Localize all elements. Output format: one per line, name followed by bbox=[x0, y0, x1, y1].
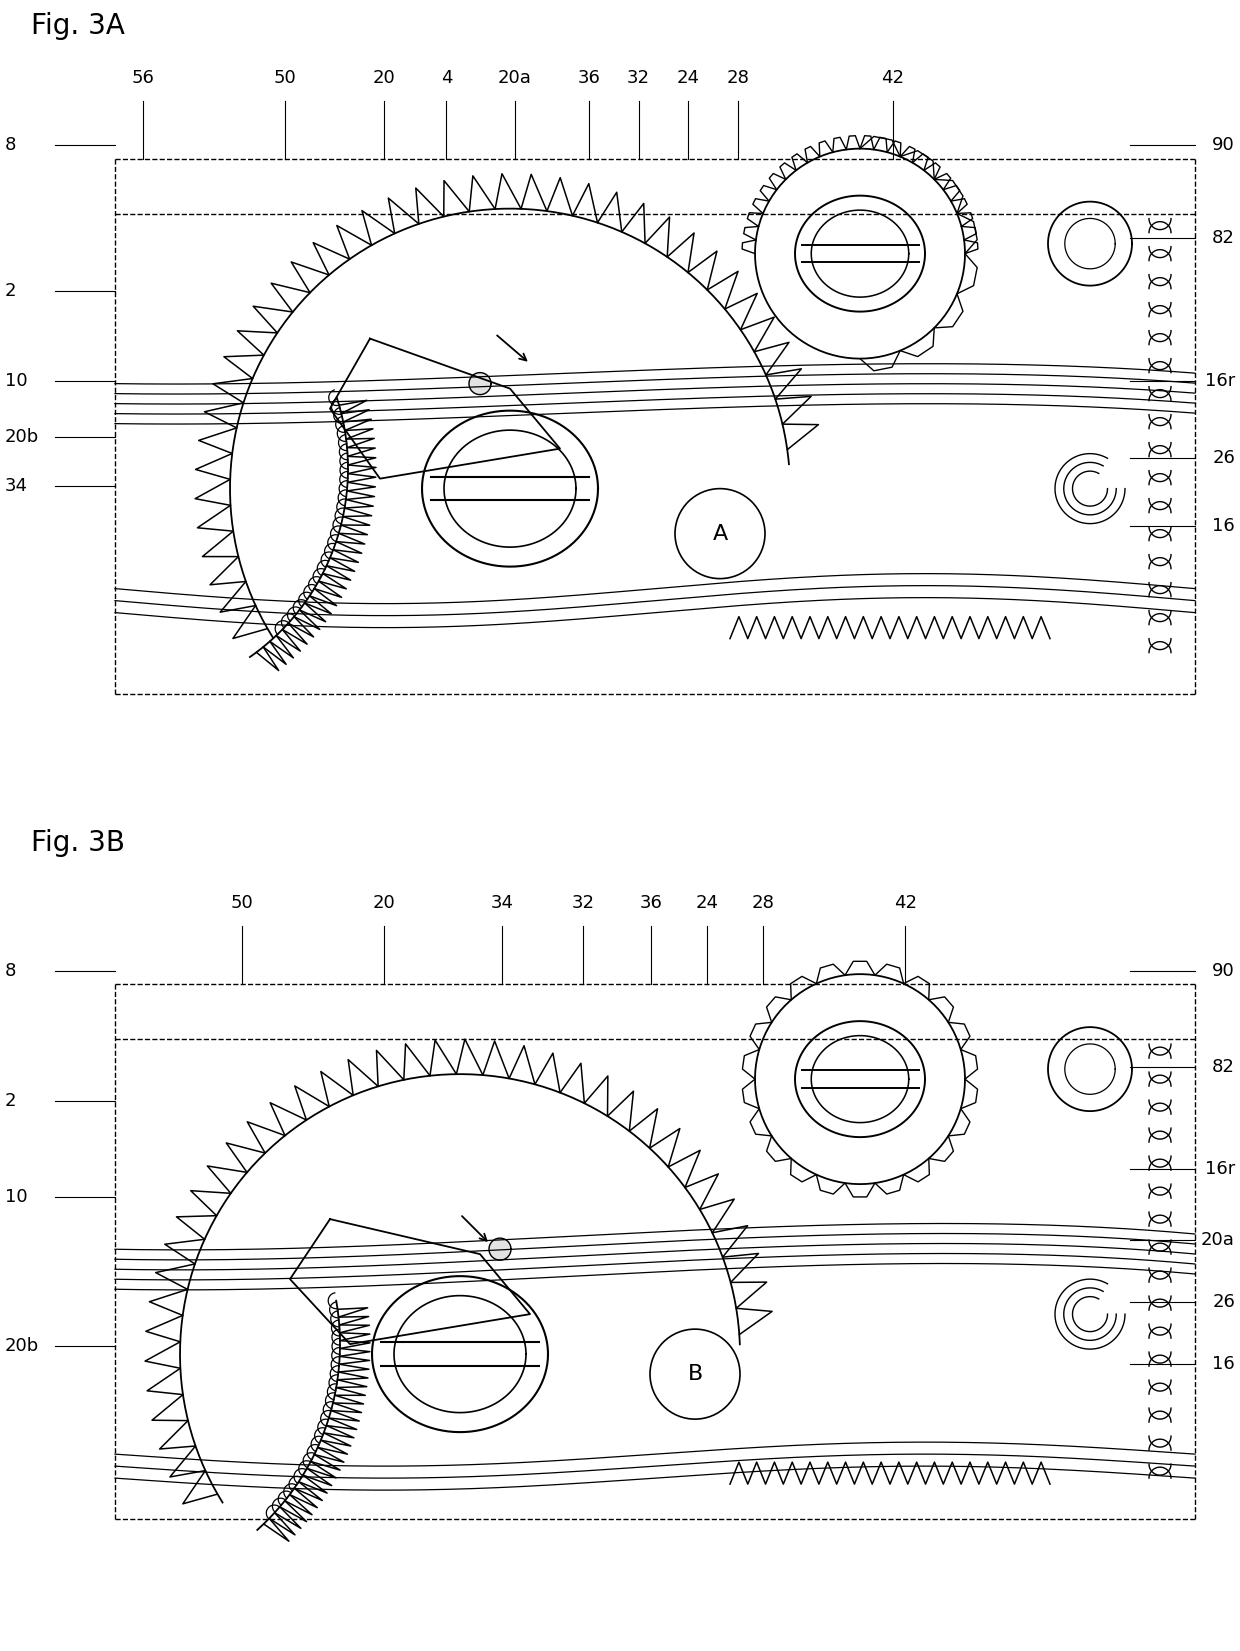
Text: 2: 2 bbox=[5, 282, 16, 300]
Text: 16r: 16r bbox=[1205, 371, 1235, 390]
Text: 24: 24 bbox=[677, 69, 699, 86]
Text: A: A bbox=[712, 523, 728, 543]
Text: 20b: 20b bbox=[5, 1337, 40, 1355]
Text: 10: 10 bbox=[5, 1189, 27, 1205]
Text: 20a: 20a bbox=[1202, 1232, 1235, 1250]
Text: 42: 42 bbox=[882, 69, 904, 86]
Text: 20b: 20b bbox=[5, 428, 40, 446]
Text: 2: 2 bbox=[5, 1091, 16, 1109]
Text: 26: 26 bbox=[1213, 1293, 1235, 1311]
Text: 28: 28 bbox=[727, 69, 749, 86]
Polygon shape bbox=[469, 373, 491, 395]
Text: 4: 4 bbox=[440, 69, 453, 86]
Text: 16: 16 bbox=[1213, 1355, 1235, 1374]
Text: 20: 20 bbox=[373, 895, 396, 911]
Text: Fig. 3B: Fig. 3B bbox=[31, 829, 125, 857]
Text: 10: 10 bbox=[5, 371, 27, 390]
Text: 16r: 16r bbox=[1205, 1161, 1235, 1179]
Text: 20: 20 bbox=[373, 69, 396, 86]
Text: B: B bbox=[687, 1364, 703, 1384]
Text: 32: 32 bbox=[627, 69, 650, 86]
Text: 8: 8 bbox=[5, 961, 16, 979]
Text: 50: 50 bbox=[231, 895, 253, 911]
Text: 20a: 20a bbox=[497, 69, 532, 86]
Text: 82: 82 bbox=[1213, 1058, 1235, 1076]
Text: 50: 50 bbox=[274, 69, 296, 86]
Polygon shape bbox=[489, 1238, 511, 1260]
Text: 28: 28 bbox=[751, 895, 774, 911]
Text: 26: 26 bbox=[1213, 449, 1235, 467]
Text: 42: 42 bbox=[894, 895, 916, 911]
Text: 24: 24 bbox=[696, 895, 718, 911]
Text: 34: 34 bbox=[491, 895, 513, 911]
Text: 90: 90 bbox=[1213, 961, 1235, 979]
Text: 36: 36 bbox=[578, 69, 600, 86]
Text: 8: 8 bbox=[5, 135, 16, 154]
Text: Fig. 3A: Fig. 3A bbox=[31, 12, 125, 40]
Text: 36: 36 bbox=[640, 895, 662, 911]
Text: 34: 34 bbox=[5, 477, 29, 495]
Text: 82: 82 bbox=[1213, 229, 1235, 248]
Text: 90: 90 bbox=[1213, 135, 1235, 154]
Text: 56: 56 bbox=[131, 69, 154, 86]
Text: 32: 32 bbox=[572, 895, 594, 911]
Text: 16: 16 bbox=[1213, 517, 1235, 535]
